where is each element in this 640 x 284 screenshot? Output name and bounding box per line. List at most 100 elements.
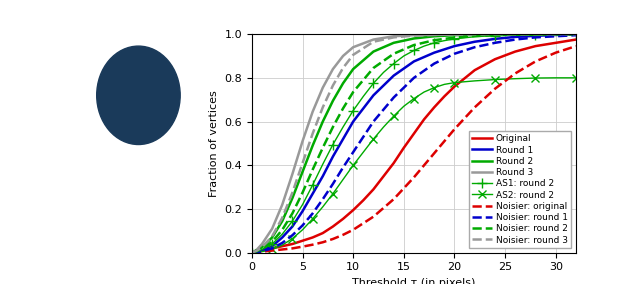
Line: Round 2: Round 2 (252, 34, 576, 253)
Round 1 (268, 245, 276, 248)
AS2: round 2: (15, 0.67): round 2: (15, 0.67) (400, 105, 408, 108)
Round 3 (430, 33, 438, 36)
Round 2 (451, 34, 458, 37)
Noisier: original: (9, 0.082): original: (9, 0.082) (339, 233, 347, 237)
Original (430, 106, 438, 109)
Noisier: original: (3, 0.015): original: (3, 0.015) (278, 248, 286, 251)
AS1: round 2: (8, 0.495): round 2: (8, 0.495) (329, 143, 337, 146)
Noisier: round 3: (22, 0.999): round 3: (22, 0.999) (471, 33, 479, 36)
Round 2 (248, 251, 256, 254)
Original (471, 68, 479, 72)
Original (360, 199, 367, 202)
Noisier: round 1: (8, 0.315): round 1: (8, 0.315) (329, 182, 337, 185)
AS1: round 2: (28, 0.998): round 2: (28, 0.998) (532, 33, 540, 36)
AS2: round 2: (12, 0.52): round 2: (12, 0.52) (369, 137, 377, 141)
Round 1 (451, 44, 458, 48)
Noisier: round 2: (6, 0.38): round 2: (6, 0.38) (309, 168, 317, 171)
Line: AS1: round 2: AS1: round 2 (247, 29, 581, 258)
Round 2 (253, 249, 260, 252)
Round 3 (319, 86, 326, 89)
Round 1 (309, 192, 317, 195)
Noisier: round 1: (12, 0.6): round 1: (12, 0.6) (369, 120, 377, 123)
AS1: round 2: (10, 0.65): round 2: (10, 0.65) (349, 109, 357, 112)
AS1: round 2: (7, 0.405): round 2: (7, 0.405) (319, 162, 326, 166)
AS2: round 2: (4, 0.065): round 2: (4, 0.065) (289, 237, 296, 240)
Noisier: round 3: (7, 0.665): round 3: (7, 0.665) (319, 106, 326, 109)
Round 3 (511, 32, 519, 36)
Noisier: round 1: (10, 0.46): round 1: (10, 0.46) (349, 151, 357, 154)
Round 2 (268, 236, 276, 239)
Original (572, 38, 580, 41)
Original (390, 161, 397, 165)
Noisier: original: (22, 0.665): original: (22, 0.665) (471, 106, 479, 109)
AS2: round 2: (6, 0.155): round 2: (6, 0.155) (309, 217, 317, 221)
Round 2 (471, 33, 479, 36)
Noisier: round 3: (26, 1): round 3: (26, 1) (511, 32, 519, 36)
Noisier: round 3: (5, 0.41): round 3: (5, 0.41) (299, 161, 307, 165)
AS2: round 2: (24, 0.792): round 2: (24, 0.792) (491, 78, 499, 81)
AS2: round 2: (7, 0.21): round 2: (7, 0.21) (319, 205, 326, 208)
AS1: round 2: (32, 1): round 2: (32, 1) (572, 32, 580, 36)
Original (451, 85, 458, 88)
AS1: round 2: (13, 0.825): round 2: (13, 0.825) (380, 71, 387, 74)
Round 3 (552, 32, 559, 36)
Noisier: round 2: (3, 0.105): round 2: (3, 0.105) (278, 228, 286, 231)
Noisier: round 1: (30, 0.99): round 1: (30, 0.99) (552, 35, 559, 38)
AS2: round 2: (20, 0.778): round 2: (20, 0.778) (451, 81, 458, 84)
Noisier: round 2: (32, 1): round 2: (32, 1) (572, 32, 580, 36)
Round 1 (329, 155, 337, 158)
Round 1 (278, 236, 286, 239)
Noisier: round 1: (2, 0.02): round 1: (2, 0.02) (268, 247, 276, 250)
Noisier: original: (20, 0.565): original: (20, 0.565) (451, 128, 458, 131)
AS1: round 2: (22, 0.988): round 2: (22, 0.988) (471, 35, 479, 38)
AS2: round 2: (0, 0): round 2: (0, 0) (248, 251, 256, 254)
Line: AS2: round 2: AS2: round 2 (248, 74, 580, 257)
Round 2 (258, 246, 266, 249)
Round 2 (339, 82, 347, 85)
Noisier: round 2: (1, 0.018): round 2: (1, 0.018) (258, 247, 266, 250)
Noisier: round 3: (18, 0.996): round 3: (18, 0.996) (430, 33, 438, 37)
AS1: round 2: (24, 0.993): round 2: (24, 0.993) (491, 34, 499, 37)
Original (268, 247, 276, 250)
AS1: round 2: (6, 0.31): round 2: (6, 0.31) (309, 183, 317, 187)
Round 2 (532, 33, 540, 36)
Noisier: round 3: (8, 0.765): round 3: (8, 0.765) (329, 84, 337, 87)
AS2: round 2: (13, 0.575): round 2: (13, 0.575) (380, 125, 387, 129)
Round 2 (410, 37, 418, 40)
AS1: round 2: (15, 0.9): round 2: (15, 0.9) (400, 54, 408, 58)
Noisier: original: (32, 0.945): original: (32, 0.945) (572, 44, 580, 48)
Round 3 (299, 139, 307, 143)
Round 2 (278, 219, 286, 223)
AS2: round 2: (14, 0.625): round 2: (14, 0.625) (390, 114, 397, 118)
AS2: round 2: (16, 0.705): round 2: (16, 0.705) (410, 97, 418, 100)
Line: Round 3: Round 3 (252, 34, 576, 253)
Round 2 (349, 67, 357, 71)
Noisier: round 2: (4, 0.18): round 2: (4, 0.18) (289, 212, 296, 215)
Original (329, 225, 337, 228)
Noisier: round 1: (0.5, 0.003): round 1: (0.5, 0.003) (253, 250, 260, 254)
Original (253, 250, 260, 253)
AS1: round 2: (2, 0.04): round 2: (2, 0.04) (268, 242, 276, 246)
Round 2 (369, 50, 377, 53)
Round 3 (309, 110, 317, 113)
Original (440, 95, 448, 98)
Line: Noisier: round 3: Noisier: round 3 (252, 34, 576, 253)
Noisier: original: (12, 0.165): original: (12, 0.165) (369, 215, 377, 218)
Noisier: round 2: (2, 0.05): round 2: (2, 0.05) (268, 240, 276, 244)
Round 3 (491, 33, 499, 36)
Original (420, 118, 428, 121)
Round 1 (390, 74, 397, 77)
Round 2 (430, 35, 438, 38)
Noisier: round 2: (16, 0.95): round 2: (16, 0.95) (410, 43, 418, 47)
AS2: round 2: (2, 0.015): round 2: (2, 0.015) (268, 248, 276, 251)
Noisier: original: (0.5, 0.003): original: (0.5, 0.003) (253, 250, 260, 254)
Round 2 (552, 32, 559, 36)
Original (309, 236, 317, 239)
Round 1 (339, 137, 347, 141)
Round 2 (491, 33, 499, 36)
AS2: round 2: (11, 0.46): round 2: (11, 0.46) (360, 151, 367, 154)
X-axis label: Threshold τ (in pixels): Threshold τ (in pixels) (352, 278, 476, 284)
Noisier: original: (24, 0.75): original: (24, 0.75) (491, 87, 499, 90)
Y-axis label: Fraction of vertices: Fraction of vertices (209, 90, 219, 197)
Original (349, 208, 357, 212)
